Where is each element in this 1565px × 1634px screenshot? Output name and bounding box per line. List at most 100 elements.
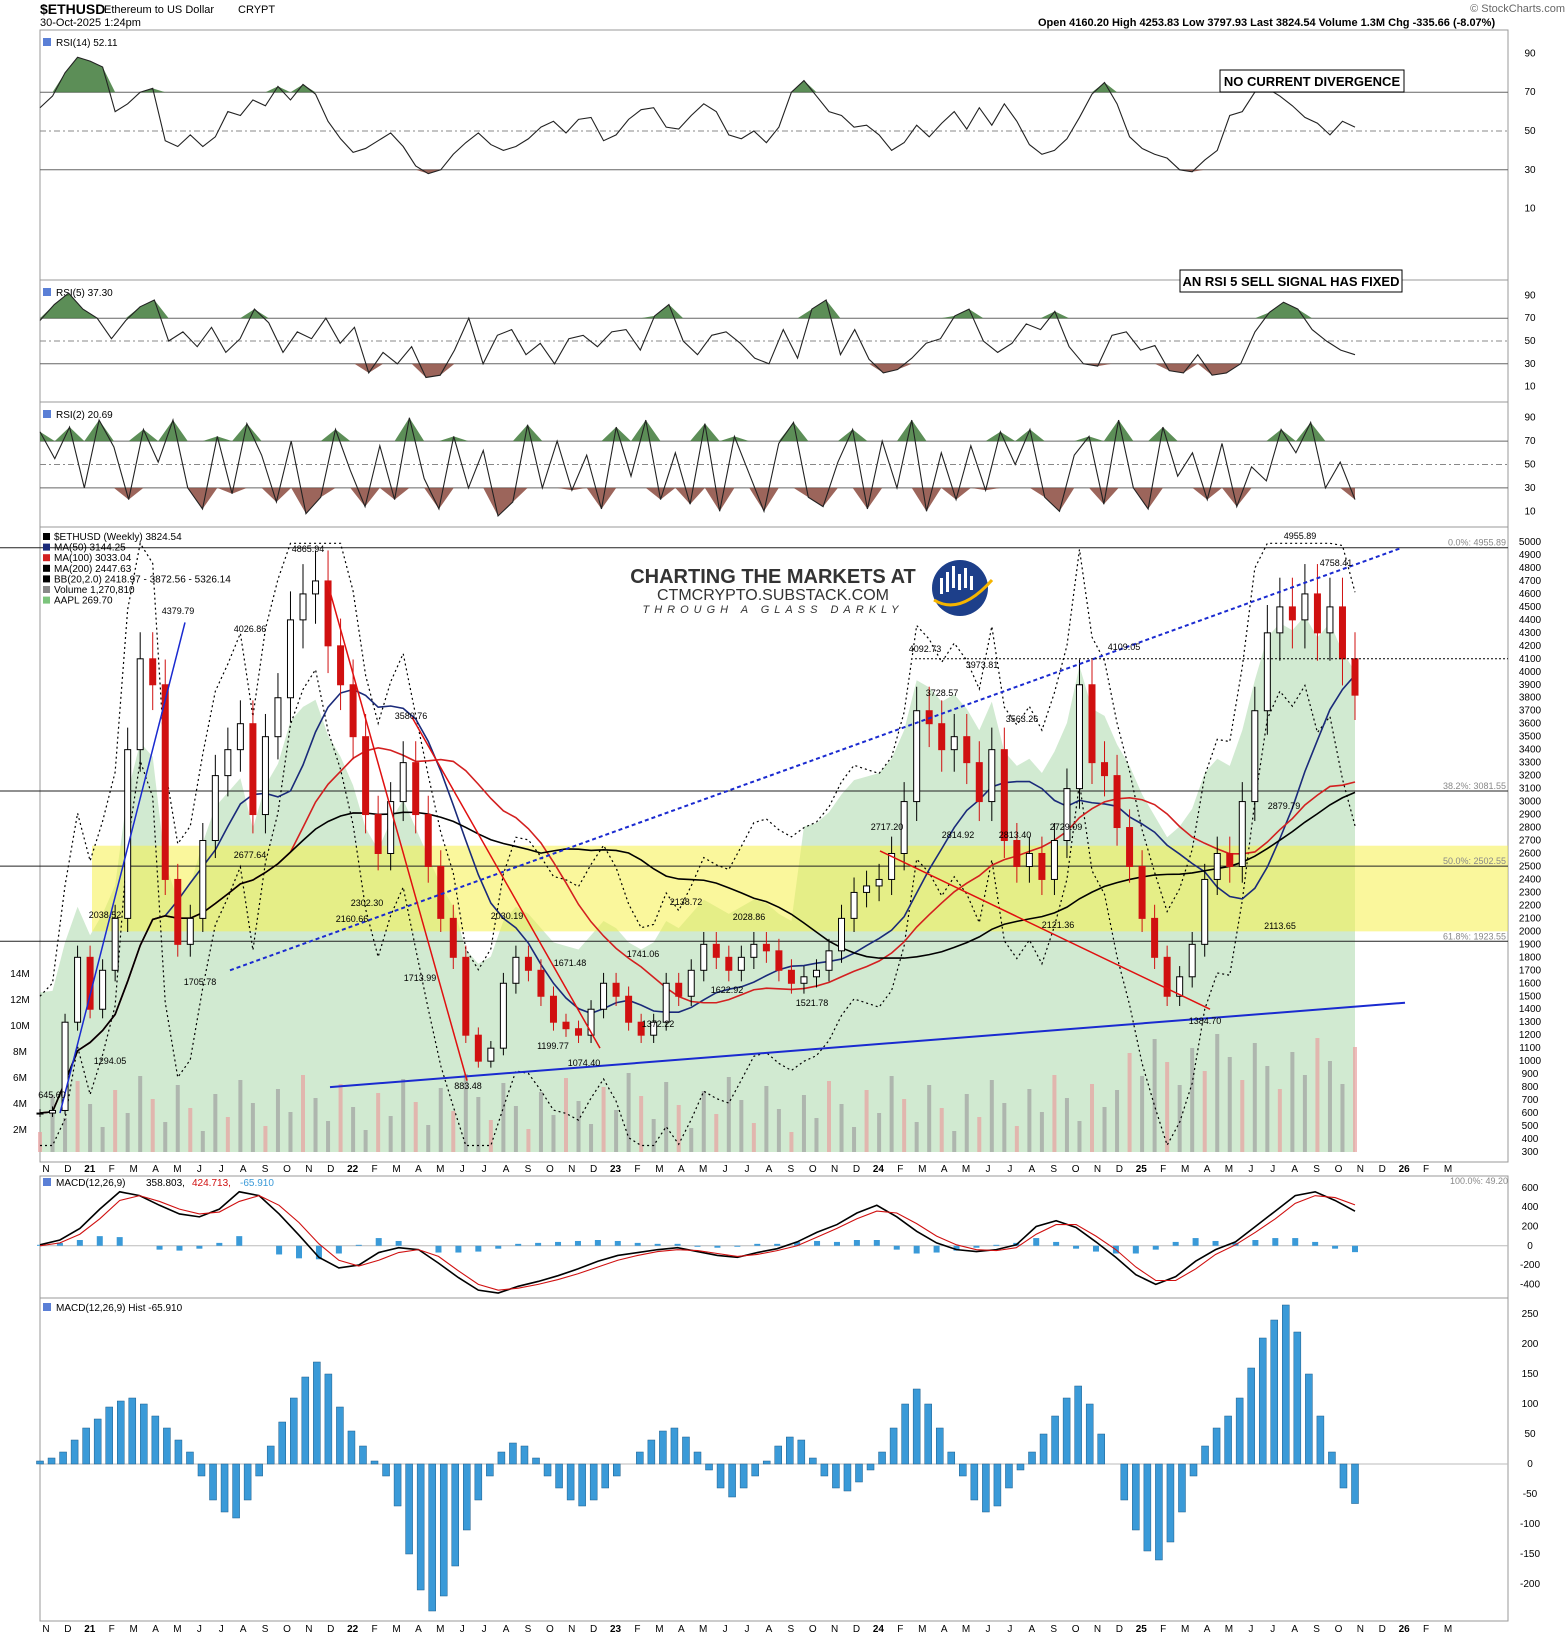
y-tick-label: 200 [1522,1222,1539,1233]
volume-bar [88,1104,93,1152]
candle-body [1188,943,1196,978]
branding-line2: CTMCRYPTO.SUBSTACK.COM [657,587,889,604]
time-tick-label: D [327,1164,334,1175]
volume-bar [1252,1043,1257,1152]
macd-hist-bar [375,1238,382,1246]
hist-bar [1270,1319,1279,1465]
rsi-line [39,292,1356,379]
overbought-fill [40,417,1355,442]
legend-entry: MA(50) 3144.25 [54,543,126,554]
y-tick-label: 2000 [1519,926,1542,937]
candle-body [1238,801,1246,867]
hist-bar [716,1463,725,1489]
time-tick-label: A [240,1624,247,1634]
candle-body [587,1008,595,1036]
rsi5-callout-text: AN RSI 5 SELL SIGNAL HAS FIXED [1183,274,1400,289]
macd-hist-bar [276,1245,283,1255]
candle-body [725,956,733,971]
candle-body [174,878,182,945]
macd-hist-bar [1272,1238,1279,1246]
volume-bar [1265,1066,1270,1152]
time-tick-label: N [831,1164,838,1175]
candle-body [299,593,307,621]
volume-bar [1140,1076,1145,1152]
y-tick-label: 100 [1522,1399,1539,1410]
price-annotation: 2160.66 [336,914,369,924]
fib-label: 38.2%: 3081.55 [1443,781,1506,791]
hist-bar [1028,1451,1036,1465]
volume-bar [676,1105,681,1152]
price-annotation: 2814.92 [942,830,975,840]
support-trendline [329,1001,1406,1089]
volume-tick-label: 4M [13,1099,27,1110]
hist-bar [82,1427,90,1465]
candle-body [374,814,382,854]
candle-body [812,969,820,978]
hist-bar [1351,1463,1359,1504]
candle-body [975,762,983,803]
y-tick-label: 70 [1524,436,1536,447]
volume-bar [1039,1112,1044,1152]
time-tick-label: 26 [1399,1624,1411,1634]
time-tick-label: M [392,1624,400,1634]
y-tick-label: 0 [1527,1241,1533,1252]
time-tick-label: J [723,1164,728,1175]
time-tick-label: A [1028,1624,1035,1634]
time-tick-label: M [962,1164,970,1175]
candle-body [1288,606,1296,621]
y-tick-label: 1200 [1519,1030,1542,1041]
candle-body [1050,840,1058,880]
candle-body [136,658,144,751]
candle-body [700,943,708,971]
hist-bar [705,1463,713,1471]
time-tick-label: 21 [84,1624,96,1634]
y-tick-label: 200 [1522,1339,1539,1350]
candle-body [1101,762,1109,777]
time-tick-label: A [1291,1164,1298,1175]
volume-bar [113,1090,118,1152]
y-tick-label: 3300 [1519,758,1542,769]
hist-bar [682,1436,690,1465]
resistance-trendline [229,547,1401,972]
macd-hist-bar [913,1245,920,1254]
time-tick-label: M [129,1164,137,1175]
time-tick-label: N [42,1164,49,1175]
candle-body [186,917,194,945]
hist-bar [359,1445,367,1465]
time-tick-label: J [723,1624,728,1634]
price-annotation: 2113.65 [1264,921,1296,931]
candle-body [224,749,232,777]
price-annotation: 1384.70 [1189,1016,1222,1026]
time-tick-label: S [787,1624,794,1634]
volume-tick-label: 8M [13,1047,27,1058]
macd-hist-bar [1073,1245,1080,1249]
volume-bar [1102,1107,1107,1152]
time-tick-label: M [1181,1624,1189,1634]
hist-bar [866,1463,875,1471]
hist-bar [186,1451,194,1465]
volume-bar [952,1131,957,1152]
candle-body [1063,788,1071,842]
volume-bar [451,1111,456,1152]
volume-bar [1002,1103,1007,1152]
candle-body [124,749,132,919]
stockcharts-watermark: © StockCharts.com [1470,3,1565,15]
y-tick-label: 70 [1524,313,1536,324]
volume-bar [564,1078,568,1152]
hist-bar [613,1463,621,1477]
candle-body [1313,593,1321,634]
hist-bar [393,1463,402,1507]
candle-body [424,814,432,867]
time-tick-label: O [283,1164,291,1175]
time-tick-label: N [1094,1624,1101,1634]
candle-body [524,956,532,971]
hist-bar [1120,1463,1129,1501]
time-tick-label: S [525,1164,532,1175]
candle-body [49,1109,57,1114]
time-tick-label: J [460,1164,465,1175]
price-annotation: 1074.40 [568,1058,601,1068]
legend-swatch-icon [43,596,50,604]
volume-bar [1340,1084,1345,1152]
y-tick-label: 30 [1524,359,1536,370]
macd-hist-bar [296,1245,303,1259]
